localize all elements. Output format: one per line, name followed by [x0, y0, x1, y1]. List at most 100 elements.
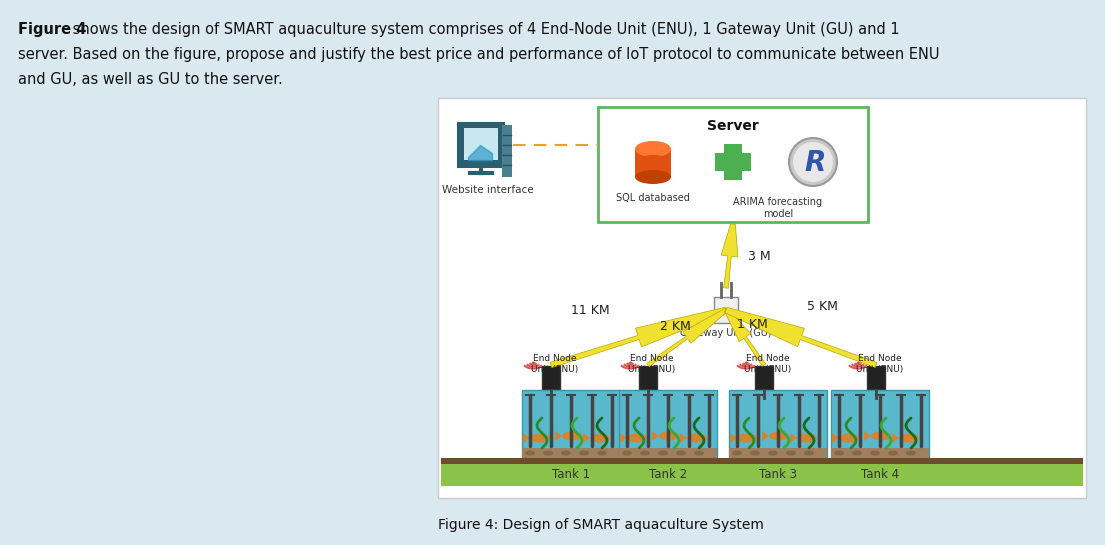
FancyBboxPatch shape [639, 366, 657, 390]
Polygon shape [652, 431, 659, 441]
Ellipse shape [871, 432, 891, 440]
Ellipse shape [804, 451, 814, 456]
Text: Tank 1: Tank 1 [551, 469, 590, 481]
Ellipse shape [768, 451, 778, 456]
FancyBboxPatch shape [598, 107, 869, 222]
Bar [723, 308, 729, 313]
Ellipse shape [640, 451, 650, 456]
Polygon shape [892, 433, 899, 443]
Polygon shape [864, 431, 871, 441]
FancyBboxPatch shape [541, 366, 560, 390]
Ellipse shape [627, 433, 648, 443]
Text: Tank 4: Tank 4 [861, 469, 899, 481]
FancyBboxPatch shape [619, 448, 717, 458]
FancyBboxPatch shape [438, 98, 1086, 498]
FancyBboxPatch shape [502, 125, 512, 177]
FancyBboxPatch shape [729, 448, 827, 458]
Ellipse shape [579, 451, 589, 456]
Polygon shape [722, 224, 738, 288]
Text: End Node
Unit (ENU)
1: End Node Unit (ENU) 1 [532, 354, 579, 385]
Ellipse shape [525, 451, 535, 456]
Text: SQL databased: SQL databased [617, 193, 690, 203]
Text: Tank 2: Tank 2 [649, 469, 687, 481]
Polygon shape [790, 433, 797, 443]
Circle shape [793, 142, 833, 182]
Ellipse shape [888, 451, 898, 456]
Ellipse shape [694, 451, 704, 456]
Ellipse shape [676, 451, 686, 456]
Ellipse shape [635, 155, 671, 169]
FancyBboxPatch shape [755, 366, 773, 390]
Text: Server: Server [707, 119, 759, 133]
Ellipse shape [597, 451, 607, 456]
Polygon shape [550, 307, 727, 368]
Polygon shape [523, 433, 530, 443]
Ellipse shape [635, 141, 671, 157]
Ellipse shape [561, 451, 571, 456]
Text: and GU, as well as GU to the server.: and GU, as well as GU to the server. [18, 72, 283, 87]
Text: server. Based on the figure, propose and justify the best price and performance : server. Based on the figure, propose and… [18, 47, 939, 62]
Ellipse shape [590, 433, 610, 443]
Ellipse shape [732, 451, 741, 456]
Ellipse shape [622, 451, 632, 456]
Ellipse shape [839, 433, 859, 443]
Polygon shape [646, 308, 727, 367]
Ellipse shape [769, 432, 789, 440]
Polygon shape [680, 433, 687, 443]
Text: 1 KM: 1 KM [737, 318, 767, 331]
Text: R: R [804, 149, 825, 177]
Ellipse shape [687, 433, 707, 443]
Circle shape [789, 138, 836, 186]
Ellipse shape [750, 451, 760, 456]
Polygon shape [725, 309, 766, 366]
Text: 3 M: 3 M [748, 250, 770, 263]
Polygon shape [583, 433, 590, 443]
FancyBboxPatch shape [635, 149, 671, 177]
Ellipse shape [834, 451, 844, 456]
Polygon shape [762, 431, 769, 441]
Text: ARIMA forecasting
model: ARIMA forecasting model [734, 197, 822, 219]
FancyBboxPatch shape [729, 390, 827, 458]
Polygon shape [832, 433, 839, 443]
Text: Figure 4: Design of SMART aquaculture System: Figure 4: Design of SMART aquaculture Sy… [438, 518, 764, 532]
Text: shows the design of SMART aquaculture system comprises of 4 End-Node Unit (ENU),: shows the design of SMART aquaculture sy… [69, 22, 899, 37]
Ellipse shape [852, 451, 862, 456]
Text: End Node
Unit (ENU)
2: End Node Unit (ENU) 2 [629, 354, 675, 385]
FancyBboxPatch shape [714, 297, 738, 323]
FancyBboxPatch shape [724, 144, 741, 180]
Ellipse shape [786, 451, 796, 456]
FancyBboxPatch shape [831, 390, 929, 458]
FancyBboxPatch shape [522, 390, 620, 458]
FancyBboxPatch shape [441, 464, 1083, 486]
Ellipse shape [899, 433, 919, 443]
Polygon shape [620, 433, 627, 443]
FancyBboxPatch shape [457, 123, 504, 167]
FancyBboxPatch shape [619, 390, 717, 458]
Ellipse shape [906, 451, 916, 456]
FancyBboxPatch shape [441, 458, 1083, 464]
Polygon shape [555, 431, 562, 441]
FancyBboxPatch shape [867, 366, 885, 390]
Ellipse shape [797, 433, 817, 443]
Text: Gateway Unit (GU): Gateway Unit (GU) [681, 328, 771, 338]
Ellipse shape [635, 170, 671, 184]
Text: Figure 4: Figure 4 [18, 22, 86, 37]
Ellipse shape [530, 433, 550, 443]
Ellipse shape [543, 451, 552, 456]
Text: 2 KM: 2 KM [660, 320, 691, 334]
Text: 11 KM: 11 KM [570, 304, 609, 317]
Ellipse shape [870, 451, 880, 456]
FancyBboxPatch shape [464, 128, 498, 160]
Text: Website interface: Website interface [442, 185, 534, 195]
Text: Tank 3: Tank 3 [759, 469, 797, 481]
FancyBboxPatch shape [831, 448, 929, 458]
Ellipse shape [737, 433, 757, 443]
Text: End Node
Unit (ENU)
3: End Node Unit (ENU) 3 [745, 354, 791, 385]
FancyBboxPatch shape [522, 448, 620, 458]
FancyBboxPatch shape [715, 153, 751, 171]
Polygon shape [725, 307, 877, 368]
Ellipse shape [659, 432, 678, 440]
Text: End Node
Unit (ENU)
4: End Node Unit (ENU) 4 [856, 354, 904, 385]
Ellipse shape [562, 432, 582, 440]
Text: 5 KM: 5 KM [807, 300, 838, 312]
